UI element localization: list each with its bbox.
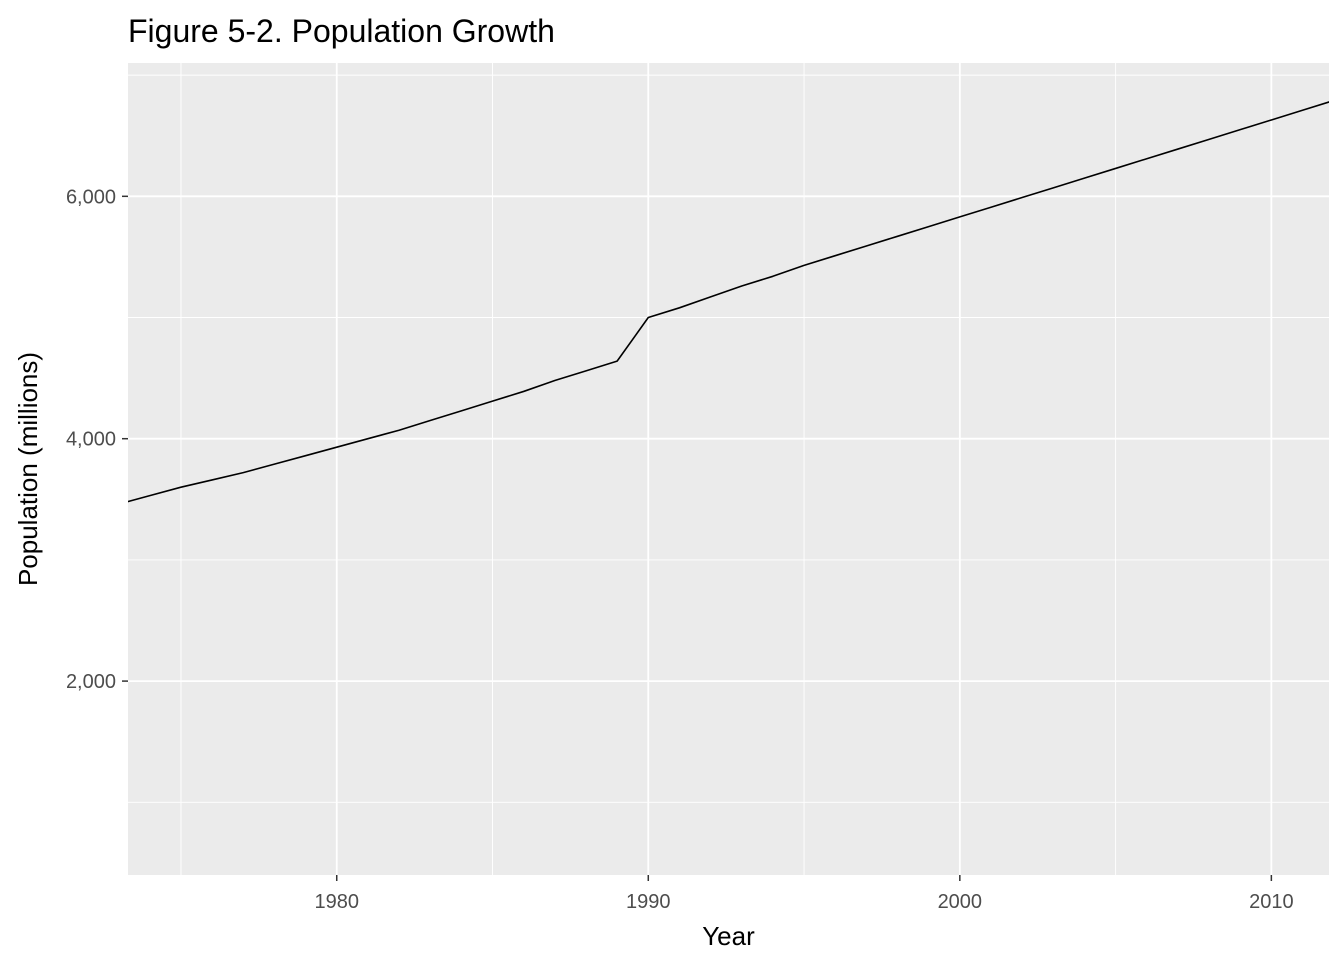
y-axis-title: Population (millions) [13, 352, 43, 586]
chart-title: Figure 5-2. Population Growth [128, 13, 555, 49]
y-tick-label: 6,000 [66, 186, 116, 208]
y-tick-label: 2,000 [66, 671, 116, 693]
x-axis-ticks: 1980 1990 2000 2010 [314, 875, 1294, 913]
plot-panel [128, 63, 1329, 875]
x-axis-title: Year [702, 921, 755, 951]
x-tick-label: 2000 [938, 891, 983, 913]
population-series-line [128, 101, 1329, 503]
minor-gridlines [128, 63, 1329, 875]
y-tick-label: 4,000 [66, 429, 116, 451]
x-tick-label: 1990 [626, 891, 671, 913]
major-gridlines [128, 63, 1329, 875]
x-tick-label: 2010 [1249, 891, 1294, 913]
y-axis-ticks: 2,000 4,000 6,000 [66, 186, 128, 693]
x-tick-label: 1980 [314, 891, 359, 913]
